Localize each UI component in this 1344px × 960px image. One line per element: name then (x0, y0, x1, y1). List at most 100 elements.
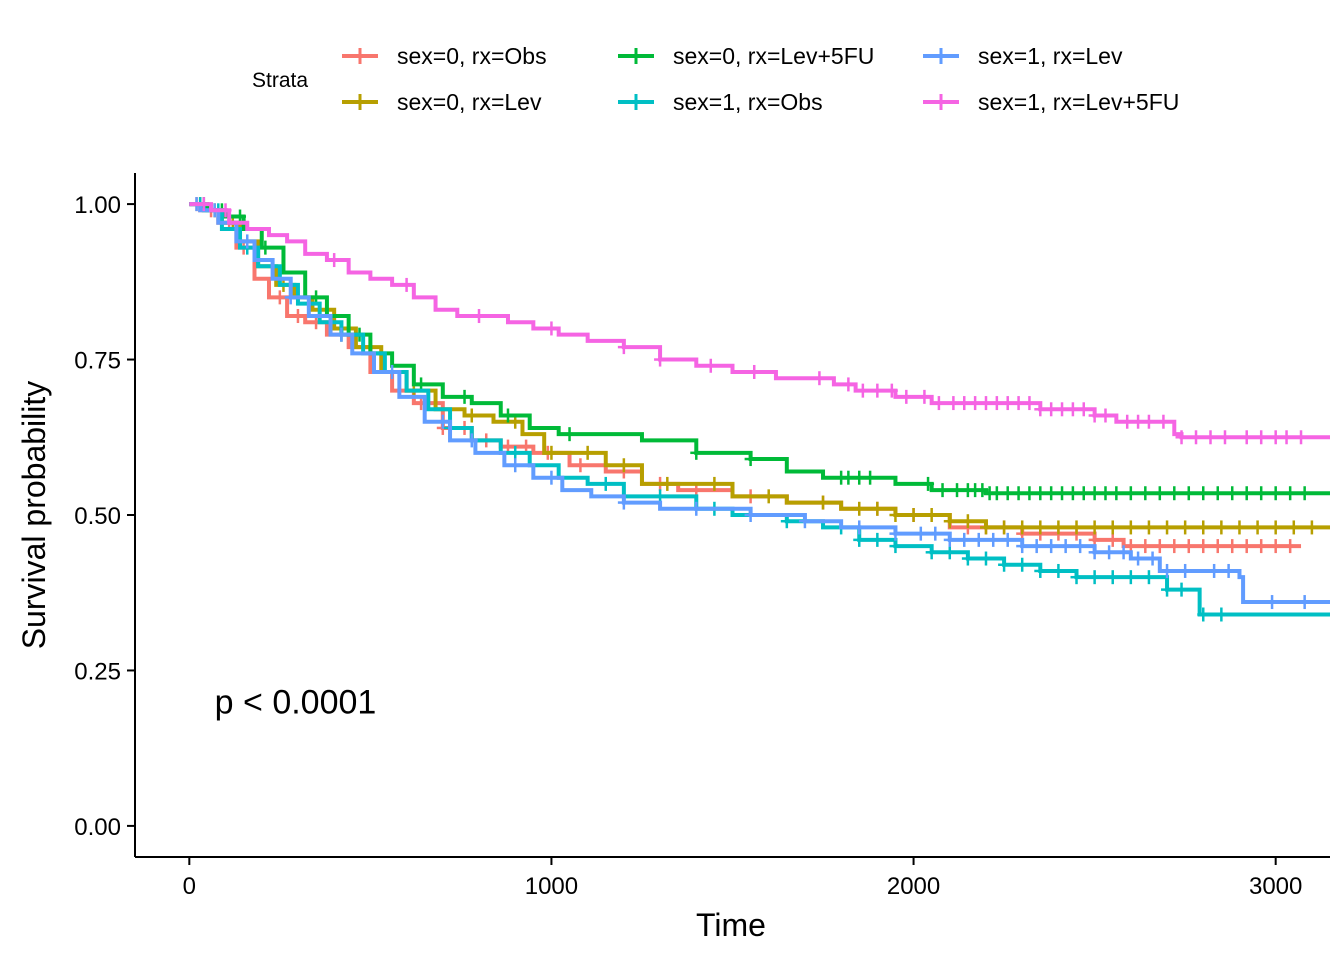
censor-mark (1284, 486, 1297, 501)
censor-mark (979, 551, 992, 566)
censor-mark (1052, 563, 1065, 578)
censor-mark (972, 532, 985, 547)
censor-mark (987, 532, 1000, 547)
censor-mark (1287, 520, 1300, 535)
censor-mark (1197, 486, 1210, 501)
censor-mark (1146, 551, 1159, 566)
censor-mark (259, 240, 272, 255)
censor-mark (1124, 570, 1137, 585)
censor-mark (979, 396, 992, 411)
censor-mark (1215, 607, 1228, 622)
censor-mark (1161, 563, 1174, 578)
legend-item: sex=0, rx=Obs (342, 43, 547, 69)
censor-mark (545, 321, 558, 336)
censor-mark (1255, 430, 1268, 445)
censor-mark (545, 445, 558, 460)
censor-mark (1240, 430, 1253, 445)
censor-mark (1034, 486, 1047, 501)
censor-mark (943, 545, 956, 560)
legend-title: Strata (252, 69, 308, 92)
censor-mark (1211, 486, 1224, 501)
censor-mark (1030, 539, 1043, 554)
censor-mark (947, 396, 960, 411)
censor-mark (1016, 539, 1029, 554)
censor-mark (1034, 520, 1047, 535)
censor-mark (1168, 486, 1181, 501)
censor-mark (932, 396, 945, 411)
censor-mark (1070, 520, 1083, 535)
censor-mark (1023, 396, 1036, 411)
censor-mark (1175, 430, 1188, 445)
censor-mark (465, 408, 478, 423)
series-layer (189, 197, 1330, 622)
censor-mark (936, 483, 949, 498)
censor-mark (617, 340, 630, 355)
censor-mark (1197, 607, 1210, 622)
censor-mark (853, 520, 866, 535)
censor-mark (1088, 570, 1101, 585)
legend-item: sex=1, rx=Lev (923, 43, 1123, 69)
y-axis-ticks: 0.00 0.25 0.50 0.75 1.00 (74, 192, 135, 841)
censor-mark (1255, 539, 1268, 554)
censor-mark (925, 508, 938, 522)
censor-mark (458, 389, 471, 404)
censor-mark (961, 551, 974, 566)
censor-mark (1059, 539, 1072, 554)
legend-label: sex=0, rx=Obs (397, 43, 547, 69)
y-axis-title: Survival probability (16, 381, 52, 650)
censor-mark (386, 364, 399, 379)
censor-mark (1056, 486, 1069, 501)
censor-mark (1208, 563, 1221, 578)
censor-mark (1153, 486, 1166, 501)
censor-mark (951, 483, 964, 498)
censor-mark (501, 408, 514, 423)
censor-mark (1110, 486, 1123, 501)
censor-mark (748, 364, 761, 379)
censor-mark (328, 253, 341, 268)
censor-mark (900, 389, 913, 404)
legend-label: sex=1, rx=Obs (673, 89, 823, 115)
censor-mark (1215, 520, 1228, 535)
censor-mark (1269, 539, 1282, 554)
censor-mark (1211, 539, 1224, 554)
censor-mark (1124, 486, 1137, 501)
censor-mark (1045, 402, 1058, 417)
x-axis-ticks: 0 1000 2000 3000 (183, 857, 1302, 900)
censor-mark (929, 526, 942, 541)
censor-mark (990, 396, 1003, 411)
censor-mark (661, 476, 674, 491)
censor-mark (1182, 539, 1195, 554)
censor-mark (889, 526, 902, 541)
censor-mark (979, 520, 992, 535)
censor-mark (1179, 563, 1192, 578)
censor-mark (1001, 396, 1014, 411)
survival-curve (189, 202, 1330, 496)
censor-mark (509, 445, 522, 460)
legend-item: sex=1, rx=Lev+5FU (923, 89, 1179, 115)
censor-mark (1088, 545, 1101, 560)
censor-mark (1070, 570, 1083, 585)
censor-mark (1255, 486, 1268, 501)
legend-item: sex=1, rx=Obs (618, 89, 823, 115)
censor-mark (563, 427, 576, 442)
censor-mark (1298, 486, 1311, 501)
censor-mark (1295, 430, 1308, 445)
p-value-annotation: p < 0.0001 (215, 684, 377, 722)
censor-mark (1124, 520, 1137, 535)
censor-mark (197, 197, 210, 212)
censor-mark (969, 396, 982, 411)
x-axis-title: Time (696, 907, 766, 943)
censor-mark (1197, 520, 1210, 535)
survival-curve (189, 202, 1330, 440)
censor-mark (1157, 414, 1170, 429)
censor-mark (889, 508, 902, 522)
censor-mark (1168, 539, 1181, 554)
censor-mark (335, 327, 348, 342)
censor-mark (1269, 520, 1282, 535)
x-tick-label: 1000 (525, 873, 578, 900)
censor-mark (599, 476, 612, 491)
censor-mark (1023, 486, 1036, 501)
censor-mark (1034, 402, 1047, 417)
y-tick-label: 1.00 (74, 192, 121, 219)
censor-mark (509, 458, 522, 473)
